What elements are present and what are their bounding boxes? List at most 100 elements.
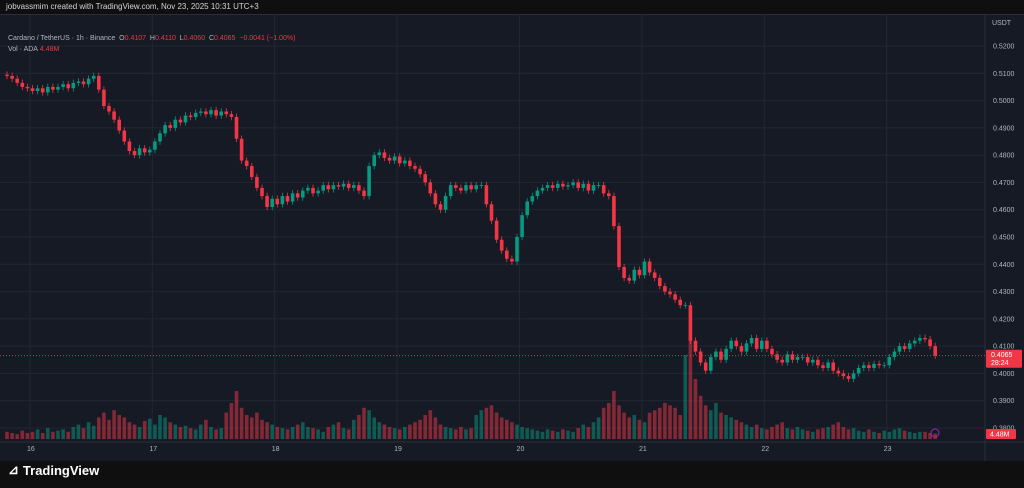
volume-label[interactable]: Vol · ADA	[8, 46, 38, 53]
candle-body	[882, 365, 886, 367]
chart-panel[interactable]: 0.5200 0.5100 0.5000 0.4900 0.4800 0.4700 0.46…	[0, 14, 1024, 461]
candle-body	[510, 258, 514, 262]
candle-body	[622, 267, 626, 278]
candle-body	[413, 166, 417, 169]
volume-bar	[290, 427, 295, 439]
candle-body	[204, 111, 208, 115]
candle-body	[637, 269, 642, 276]
y-tick-label: 0.4100	[993, 344, 1015, 351]
volume-bar	[392, 428, 397, 439]
candle-body	[877, 363, 881, 366]
candle-body	[770, 348, 774, 355]
candle-body	[341, 183, 346, 187]
volume-bar	[168, 422, 172, 439]
candle-body	[627, 277, 631, 281]
volume-bar	[698, 395, 703, 439]
candle-body	[530, 196, 535, 202]
volume-bar	[301, 422, 305, 439]
candle-body	[142, 148, 147, 153]
candle-body	[688, 305, 693, 341]
volume-bar	[464, 429, 468, 439]
volume-bar	[591, 422, 596, 439]
volume-bar	[234, 391, 239, 439]
volume-bar	[229, 403, 234, 439]
volume-bar	[66, 431, 70, 439]
candle-body	[800, 357, 805, 358]
volume-bar	[474, 415, 478, 439]
volume-bar	[408, 424, 412, 439]
volume-bar	[173, 424, 178, 439]
candle-body	[576, 182, 580, 188]
symbol-name[interactable]: Cardano / TetherUS · 1h · Binance	[8, 35, 116, 42]
volume-bar	[770, 427, 774, 439]
volume-bar	[545, 429, 550, 439]
candle-body	[35, 88, 40, 92]
candle-body	[673, 294, 677, 300]
candle-body	[724, 348, 728, 360]
volume-bar	[199, 424, 203, 439]
candle-body	[132, 151, 137, 156]
candle-body	[352, 185, 356, 188]
volume-bar	[642, 422, 647, 439]
volume-bar	[193, 429, 198, 439]
volume-bar	[576, 428, 580, 439]
volume-bar	[40, 433, 45, 439]
volume-bar	[484, 407, 489, 439]
volume-bar	[882, 430, 886, 439]
volume-bar	[346, 429, 351, 439]
y-tick-label: 0.5000	[993, 98, 1015, 105]
volume-bar	[224, 412, 229, 439]
candle-body	[321, 185, 325, 191]
candle-body	[760, 340, 764, 349]
y-tick-label: 0.3900	[993, 398, 1015, 405]
x-tick-label: 23	[884, 446, 892, 453]
high-label: H	[149, 35, 155, 42]
candle-body	[617, 226, 621, 268]
volume-bar	[556, 431, 560, 439]
high-value: 0.4110	[154, 35, 176, 42]
countdown-label: 28:24	[991, 360, 1009, 367]
candle-body	[913, 340, 917, 344]
volume-bar	[137, 427, 142, 439]
candle-body	[102, 89, 106, 107]
volume-bar	[260, 419, 264, 439]
volume-bar	[566, 430, 570, 439]
volume-bar	[76, 424, 81, 439]
volume-bar	[693, 379, 698, 439]
y-tick-label: 0.4900	[993, 125, 1015, 132]
candle-body	[556, 183, 560, 188]
volume-bar	[749, 427, 754, 439]
volume-bar	[515, 424, 519, 439]
volume-bar	[10, 433, 14, 439]
volume-bar	[663, 403, 667, 439]
volume-bar	[183, 425, 188, 439]
volume-bar	[754, 424, 759, 439]
candle-body	[851, 373, 856, 379]
volume-bar	[459, 427, 463, 439]
volume-bar	[306, 427, 310, 439]
candle-body	[280, 196, 285, 205]
candle-body	[122, 130, 127, 142]
candle-body	[255, 176, 259, 188]
x-tick-label: 20	[517, 446, 525, 453]
volume-bar	[805, 430, 810, 439]
volume-bar	[209, 427, 213, 439]
volume-bar	[596, 417, 601, 439]
volume-bar	[658, 407, 662, 439]
candle-body	[97, 76, 101, 90]
volume-bar	[326, 427, 331, 439]
candle-body	[933, 346, 937, 356]
volume-bar	[714, 403, 718, 439]
volume-bar	[479, 410, 484, 439]
candle-body	[51, 86, 55, 90]
candle-body	[336, 185, 341, 187]
candle-body	[362, 190, 366, 197]
price-chart[interactable]: 0.5200 0.5100 0.5000 0.4900 0.4800 0.4700 0.46…	[0, 15, 1024, 461]
candle-body	[805, 357, 810, 363]
candle-body	[91, 76, 96, 79]
volume-bar	[525, 428, 529, 439]
candle-body	[928, 339, 932, 347]
volume-bar	[321, 431, 325, 439]
event-marker-icon	[930, 428, 940, 438]
candle-body	[780, 359, 784, 363]
